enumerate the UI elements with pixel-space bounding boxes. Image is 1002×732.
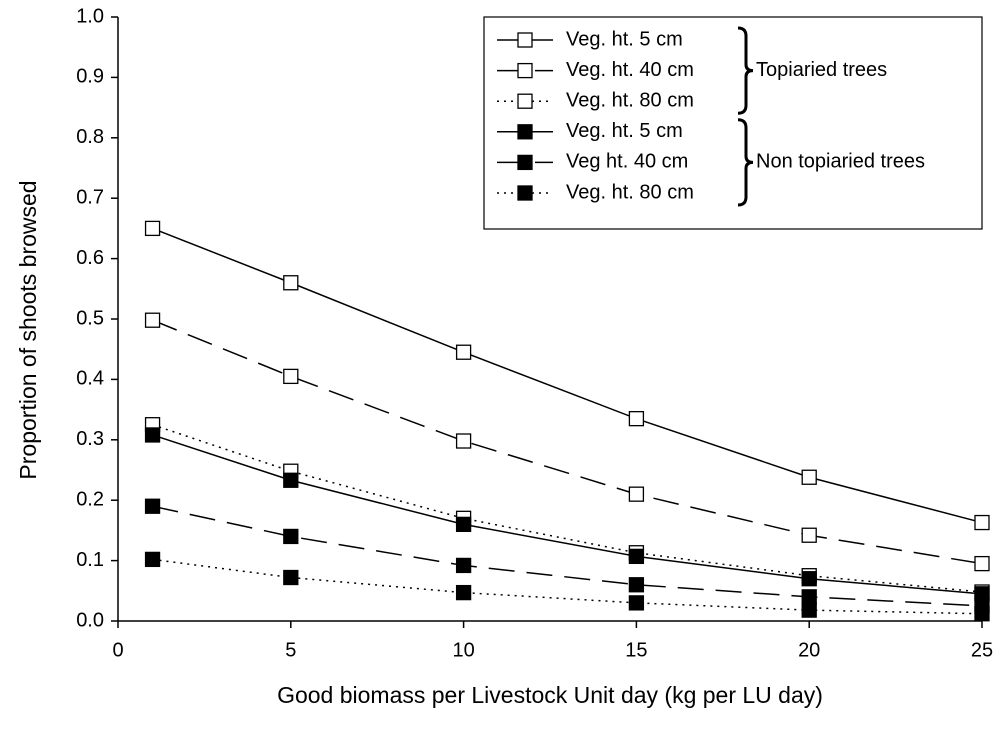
marker: [283, 569, 299, 586]
marker: [517, 62, 533, 79]
series-line: [152, 423, 983, 593]
x-tick-label: 25: [971, 639, 993, 661]
legend-label: Veg ht. 40 cm: [566, 151, 688, 173]
y-tick-label: 0.6: [76, 247, 104, 269]
x-tick-label: 20: [798, 639, 820, 661]
series-line: [152, 319, 983, 565]
x-tick-label: 10: [452, 639, 474, 661]
y-tick-label: 0.7: [76, 186, 104, 208]
legend-brace: [737, 26, 754, 115]
marker: [283, 275, 299, 291]
y-tick-label: 0.2: [76, 488, 104, 510]
series-line: [152, 505, 983, 607]
series-line: [152, 227, 983, 524]
marker: [144, 551, 161, 568]
marker: [801, 527, 817, 543]
marker: [801, 469, 817, 485]
series-line: [152, 434, 983, 595]
marker: [628, 595, 645, 611]
y-tick-label: 0.8: [76, 126, 104, 148]
marker: [283, 528, 299, 545]
marker: [283, 472, 299, 488]
marker: [517, 185, 533, 201]
legend-box: [483, 16, 983, 230]
marker: [517, 154, 533, 171]
marker: [974, 555, 990, 572]
y-tick-label: 0.4: [76, 368, 104, 390]
marker: [801, 589, 817, 605]
marker: [628, 411, 645, 427]
y-tick-label: 0.3: [76, 428, 104, 450]
marker: [144, 498, 161, 514]
legend-label: Veg. ht. 80 cm: [566, 89, 694, 111]
legend-label: Veg. ht. 5 cm: [566, 120, 683, 142]
marker: [283, 368, 299, 385]
y-tick-label: 0.1: [76, 549, 104, 571]
y-tick-label: 0.9: [76, 66, 104, 88]
marker: [517, 124, 533, 140]
marker: [801, 602, 817, 618]
x-tick-label: 5: [285, 639, 296, 661]
marker: [628, 577, 645, 593]
marker: [144, 220, 161, 237]
marker: [974, 514, 990, 531]
marker: [628, 486, 645, 502]
legend-group-label: Topiaried trees: [756, 59, 887, 81]
y-tick-label: 0.0: [76, 609, 104, 631]
marker: [455, 516, 472, 533]
marker: [144, 427, 161, 443]
legend-label: Veg. ht. 40 cm: [566, 59, 694, 81]
x-tick-label: 15: [625, 639, 647, 661]
legend-label: Veg. ht. 80 cm: [566, 181, 694, 203]
x-axis-label: Good biomass per Livestock Unit day (kg …: [277, 682, 823, 708]
marker: [628, 548, 645, 565]
marker: [974, 606, 990, 622]
y-tick-label: 1.0: [76, 5, 104, 27]
legend-group-label: Non topiaried trees: [756, 151, 925, 173]
marker: [517, 93, 533, 109]
legend-label: Veg. ht. 5 cm: [566, 28, 683, 50]
y-tick-label: 0.5: [76, 307, 104, 329]
marker: [455, 557, 472, 574]
marker: [144, 312, 161, 328]
marker: [455, 344, 472, 360]
marker: [455, 433, 472, 449]
marker: [801, 571, 817, 587]
x-tick-label: 0: [112, 639, 123, 661]
marker: [517, 32, 533, 48]
legend-brace: [737, 118, 754, 207]
marker: [455, 584, 472, 601]
series-line: [152, 558, 983, 615]
y-axis-label: Proportion of shoots browsed: [15, 180, 41, 479]
